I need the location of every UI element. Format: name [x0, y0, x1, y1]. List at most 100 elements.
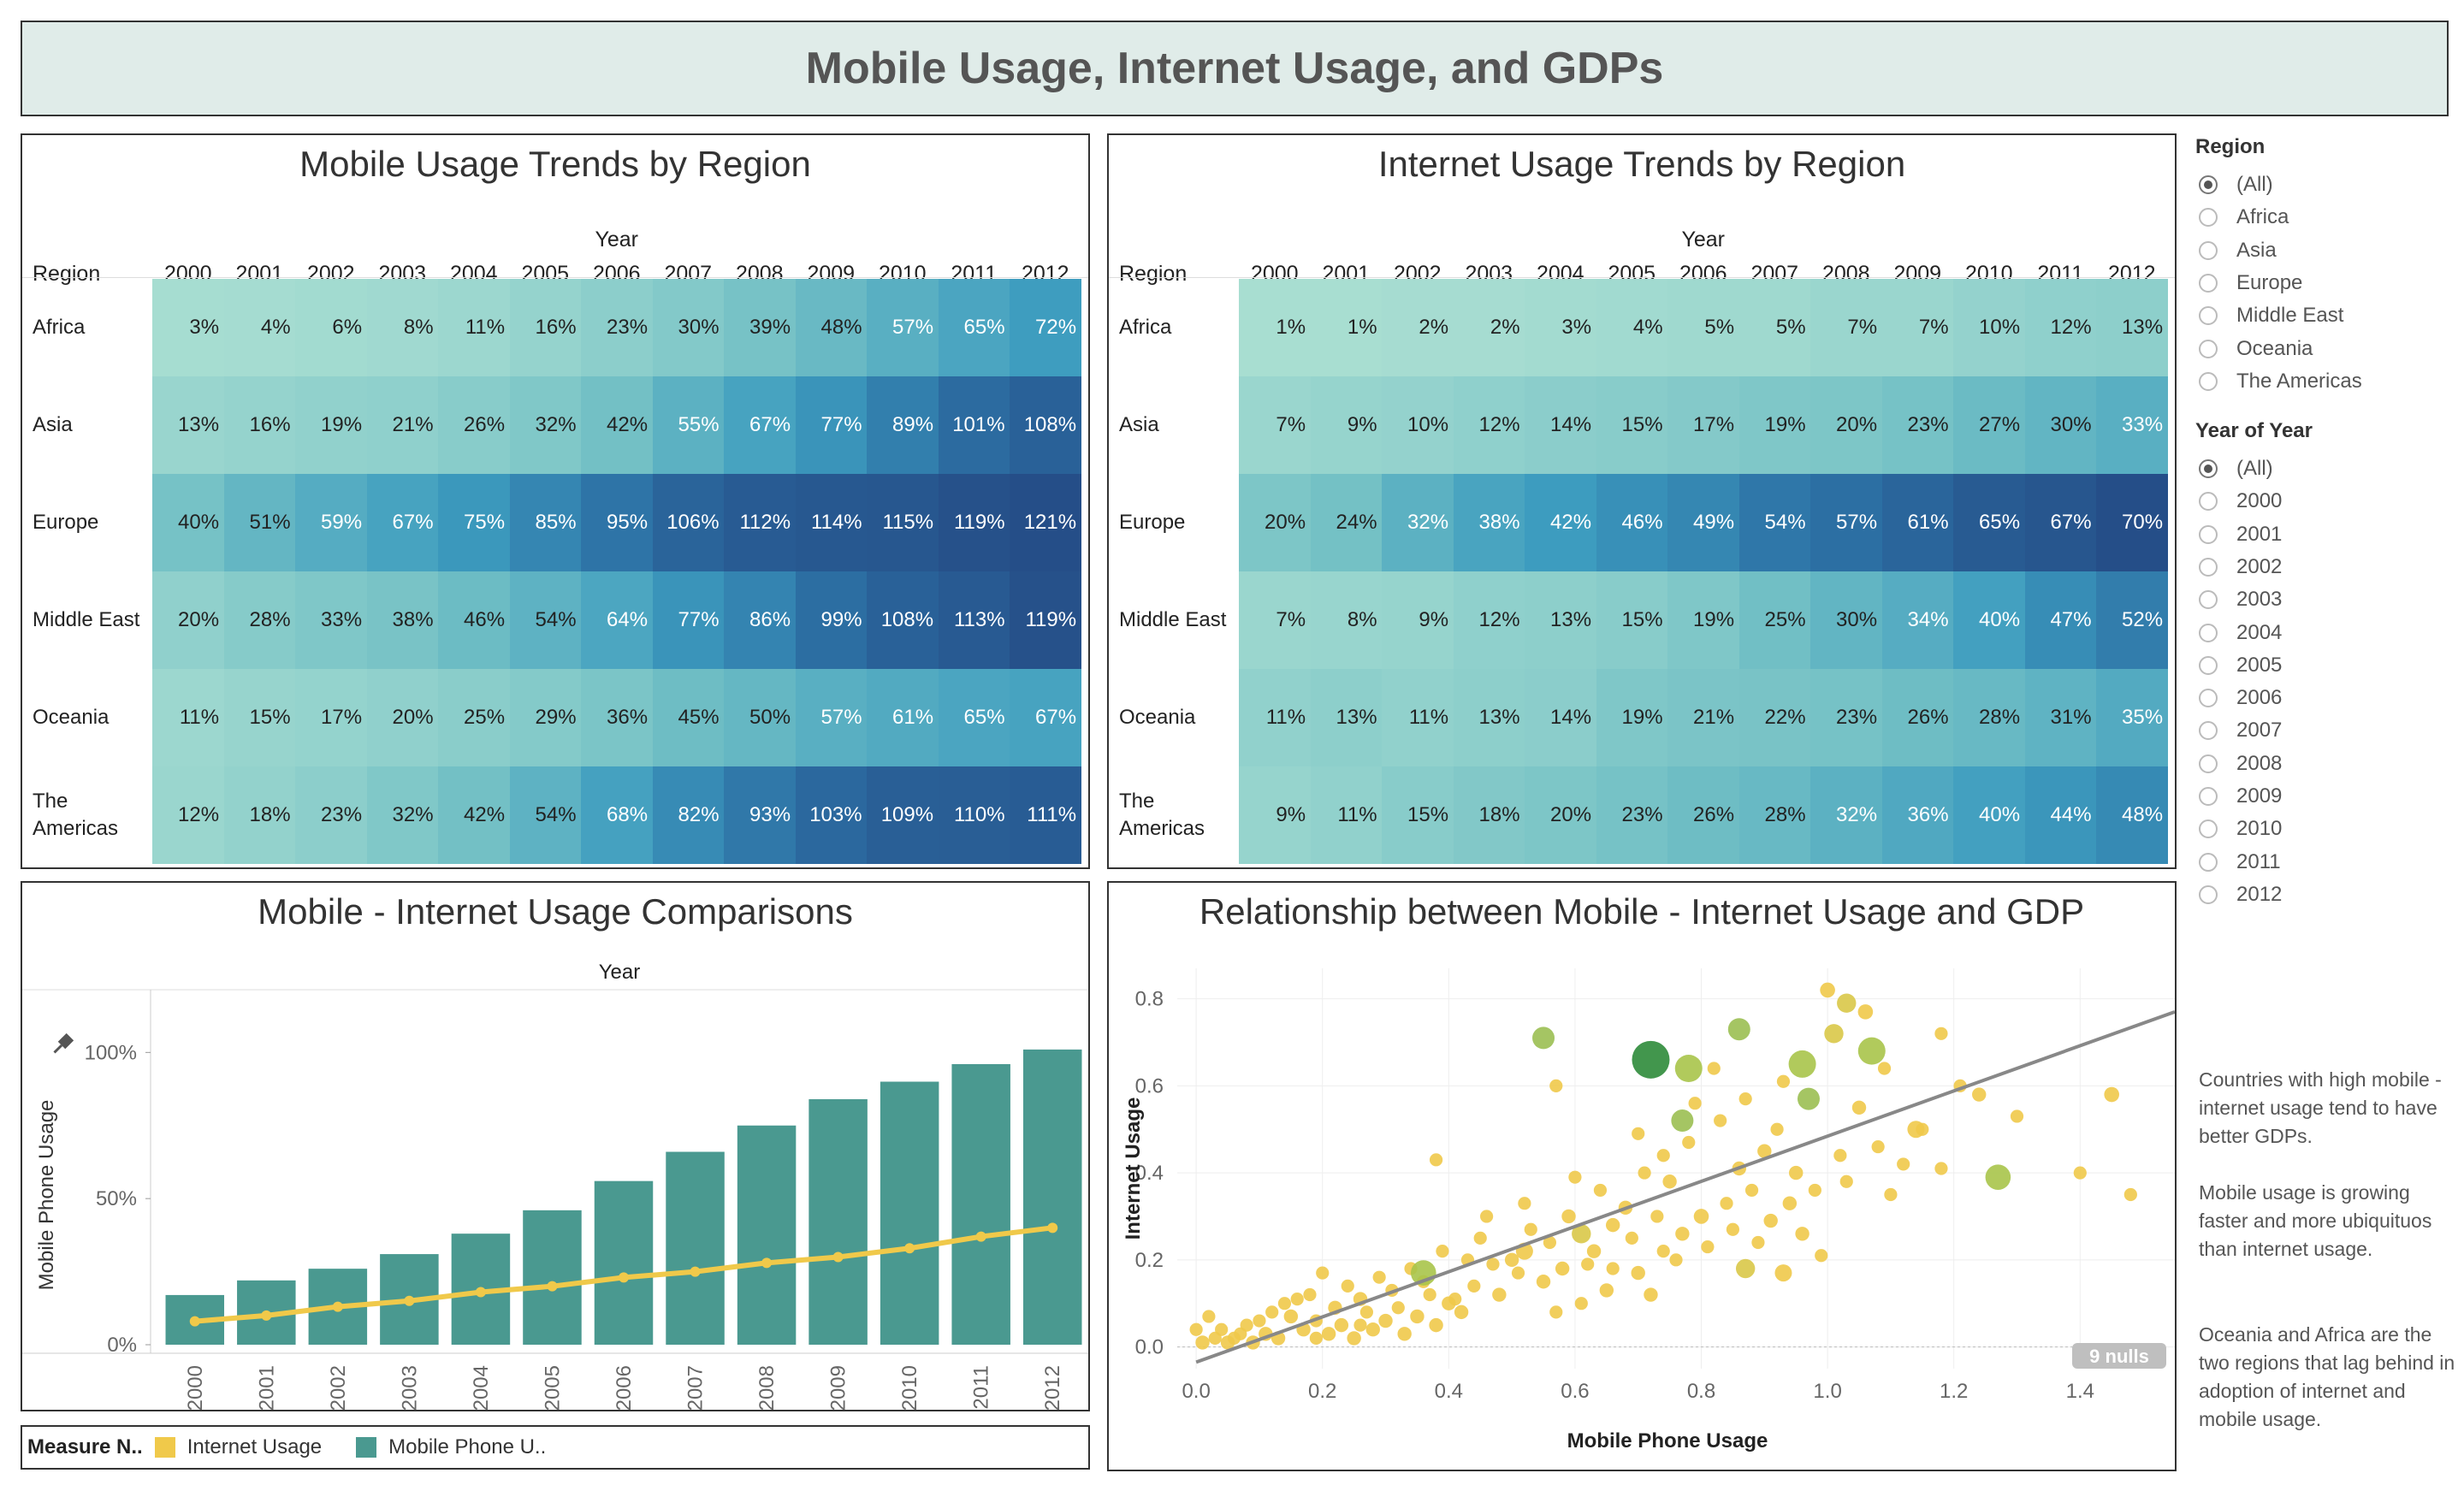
radio-icon[interactable]	[2199, 754, 2218, 773]
heatmap-cell[interactable]: 23%	[1596, 766, 1668, 864]
heatmap-cell[interactable]: 99%	[795, 571, 868, 669]
heatmap-cell[interactable]: 38%	[1453, 474, 1525, 571]
radio-icon[interactable]	[2199, 689, 2218, 708]
heatmap-cell[interactable]: 89%	[867, 376, 939, 474]
region-filter-option[interactable]: Asia	[2199, 239, 2277, 263]
heatmap-cell[interactable]: 108%	[867, 571, 939, 669]
heatmap-cell[interactable]: 25%	[438, 669, 511, 766]
heatmap-cell[interactable]: 109%	[867, 766, 939, 864]
heatmap-cell[interactable]: 15%	[223, 669, 296, 766]
heatmap-cell[interactable]: 16%	[509, 279, 582, 376]
heatmap-cell[interactable]: 30%	[2024, 376, 2097, 474]
region-filter-option[interactable]: Europe	[2199, 271, 2302, 295]
heatmap-cell[interactable]: 114%	[795, 474, 868, 571]
year-filter-option[interactable]: 2008	[2199, 752, 2282, 776]
radio-icon[interactable]	[2199, 306, 2218, 326]
heatmap-cell[interactable]: 75%	[438, 474, 511, 571]
heatmap-cell[interactable]: 13%	[152, 376, 225, 474]
heatmap-cell[interactable]: 5%	[1667, 279, 1740, 376]
heatmap-cell[interactable]: 46%	[438, 571, 511, 669]
region-filter-option[interactable]: Africa	[2199, 205, 2289, 229]
heatmap-cell[interactable]: 29%	[509, 669, 582, 766]
heatmap-cell[interactable]: 86%	[724, 571, 797, 669]
radio-icon[interactable]	[2199, 459, 2218, 478]
heatmap-cell[interactable]: 103%	[795, 766, 868, 864]
heatmap-cell[interactable]: 11%	[1382, 669, 1454, 766]
heatmap-cell[interactable]: 48%	[2096, 766, 2169, 864]
radio-icon[interactable]	[2199, 175, 2218, 194]
heatmap-cell[interactable]: 38%	[366, 571, 439, 669]
year-filter-option[interactable]: 2011	[2199, 850, 2281, 874]
heatmap-cell[interactable]: 26%	[1667, 766, 1740, 864]
heatmap-cell[interactable]: 5%	[1738, 279, 1811, 376]
heatmap-cell[interactable]: 12%	[152, 766, 225, 864]
heatmap-cell[interactable]: 6%	[295, 279, 368, 376]
heatmap-cell[interactable]: 54%	[1738, 474, 1811, 571]
heatmap-cell[interactable]: 18%	[223, 766, 296, 864]
heatmap-cell[interactable]: 82%	[652, 766, 725, 864]
heatmap-cell[interactable]: 18%	[1453, 766, 1525, 864]
heatmap-cell[interactable]: 2%	[1453, 279, 1525, 376]
region-filter-option[interactable]: Middle East	[2199, 304, 2343, 328]
heatmap-cell[interactable]: 7%	[1239, 571, 1312, 669]
heatmap-cell[interactable]: 20%	[1810, 376, 1883, 474]
heatmap-cell[interactable]: 19%	[1667, 571, 1740, 669]
heatmap-cell[interactable]: 4%	[1596, 279, 1668, 376]
heatmap-cell[interactable]: 10%	[1382, 376, 1454, 474]
heatmap-cell[interactable]: 46%	[1596, 474, 1668, 571]
year-filter-option[interactable]: 2012	[2199, 883, 2282, 907]
heatmap-cell[interactable]: 93%	[724, 766, 797, 864]
heatmap-cell[interactable]: 44%	[2024, 766, 2097, 864]
heatmap-cell[interactable]: 27%	[1953, 376, 2026, 474]
heatmap-cell[interactable]: 40%	[1953, 571, 2026, 669]
heatmap-cell[interactable]: 72%	[1010, 279, 1082, 376]
radio-icon[interactable]	[2199, 240, 2218, 260]
heatmap-cell[interactable]: 61%	[1881, 474, 1954, 571]
heatmap-cell[interactable]: 16%	[223, 376, 296, 474]
heatmap-cell[interactable]: 13%	[1310, 669, 1383, 766]
radio-icon[interactable]	[2199, 721, 2218, 741]
heatmap-cell[interactable]: 67%	[1010, 669, 1082, 766]
heatmap-cell[interactable]: 85%	[509, 474, 582, 571]
heatmap-cell[interactable]: 23%	[581, 279, 654, 376]
heatmap-cell[interactable]: 121%	[1010, 474, 1082, 571]
year-filter-option[interactable]: 2005	[2199, 654, 2282, 677]
heatmap-cell[interactable]: 2%	[1382, 279, 1454, 376]
region-filter-option[interactable]: Oceania	[2199, 337, 2313, 361]
heatmap-cell[interactable]: 1%	[1310, 279, 1383, 376]
heatmap-cell[interactable]: 32%	[1382, 474, 1454, 571]
heatmap-cell[interactable]: 28%	[1953, 669, 2026, 766]
radio-icon[interactable]	[2199, 557, 2218, 577]
heatmap-cell[interactable]: 11%	[1239, 669, 1312, 766]
heatmap-cell[interactable]: 26%	[438, 376, 511, 474]
heatmap-cell[interactable]: 40%	[152, 474, 225, 571]
year-filter-option[interactable]: 2001	[2199, 523, 2282, 547]
year-filter-option[interactable]: 2004	[2199, 621, 2282, 645]
heatmap-cell[interactable]: 23%	[1810, 669, 1883, 766]
region-filter-option[interactable]: The Americas	[2199, 370, 2362, 393]
heatmap-cell[interactable]: 40%	[1953, 766, 2026, 864]
radio-icon[interactable]	[2199, 852, 2218, 872]
heatmap-cell[interactable]: 57%	[1810, 474, 1883, 571]
heatmap-cell[interactable]: 36%	[581, 669, 654, 766]
heatmap-cell[interactable]: 12%	[1453, 376, 1525, 474]
heatmap-cell[interactable]: 115%	[867, 474, 939, 571]
heatmap-cell[interactable]: 67%	[2024, 474, 2097, 571]
heatmap-cell[interactable]: 39%	[724, 279, 797, 376]
radio-icon[interactable]	[2199, 623, 2218, 642]
heatmap-cell[interactable]: 36%	[1881, 766, 1954, 864]
heatmap-cell[interactable]: 8%	[366, 279, 439, 376]
year-filter-option[interactable]: 2007	[2199, 719, 2282, 742]
heatmap-cell[interactable]: 49%	[1667, 474, 1740, 571]
heatmap-cell[interactable]: 59%	[295, 474, 368, 571]
heatmap-cell[interactable]: 57%	[795, 669, 868, 766]
heatmap-cell[interactable]: 30%	[1810, 571, 1883, 669]
heatmap-cell[interactable]: 20%	[152, 571, 225, 669]
heatmap-cell[interactable]: 101%	[938, 376, 1010, 474]
radio-icon[interactable]	[2199, 787, 2218, 806]
heatmap-cell[interactable]: 15%	[1596, 571, 1668, 669]
heatmap-cell[interactable]: 13%	[2096, 279, 2169, 376]
heatmap-cell[interactable]: 20%	[1525, 766, 1597, 864]
heatmap-cell[interactable]: 32%	[366, 766, 439, 864]
heatmap-cell[interactable]: 64%	[581, 571, 654, 669]
